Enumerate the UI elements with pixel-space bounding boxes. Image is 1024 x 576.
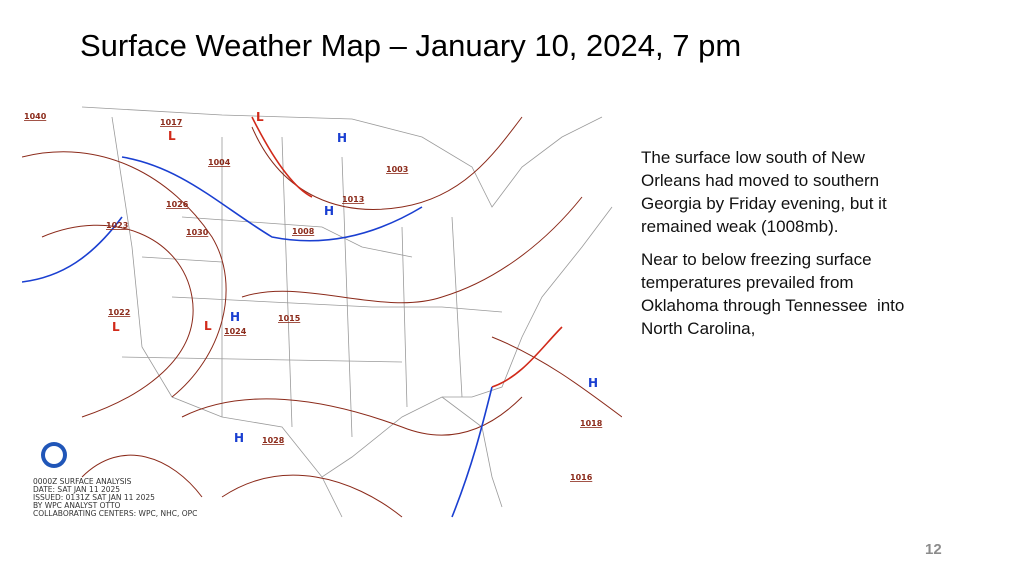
isobar-label: 1016 [570,473,593,482]
noaa-logo-inner [45,446,63,464]
isobar-label: 1008 [292,227,315,236]
pressure-center: H [588,376,598,390]
text-line: Oklahoma through Tennessee into [641,296,905,315]
text-line: Orleans had moved to southern [641,171,880,190]
paragraph: Near to below freezing surface temperatur… [641,248,1011,340]
slide-title: Surface Weather Map – January 10, 2024, … [80,28,742,63]
pressure-center: L [112,320,120,334]
isobar-label: 1003 [386,165,408,174]
isobar-label: 1026 [166,200,189,209]
map-caption: ISSUED: 0131Z SAT JAN 11 2025 [33,493,155,502]
map-caption: 0000Z SURFACE ANALYSIS [33,477,132,486]
text-line: Near to below freezing surface [641,250,872,269]
isobar-label: 1022 [108,308,130,317]
fronts [22,116,563,518]
text-line: temperatures prevailed from [641,273,854,292]
isobar-label: 1004 [208,158,231,167]
text-line: North Carolina, [641,319,756,338]
text-line: Georgia by Friday evening, but it [641,194,887,213]
text-line: remained weak (1008mb). [641,217,839,236]
map-caption: BY WPC ANALYST OTTO [33,501,121,510]
isobar-label: 1024 [224,327,247,336]
map-caption: DATE: SAT JAN 11 2025 [33,485,120,494]
text-line: The surface low south of New [641,148,865,167]
paragraph: The surface low south of New Orleans had … [641,146,1011,238]
isobar-label: 1015 [278,314,301,323]
pressure-center: L [204,319,212,333]
isobars [22,116,622,518]
map-caption: COLLABORATING CENTERS: WPC, NHC, OPC [33,509,197,518]
pressure-center: L [168,129,176,143]
pressure-center: H [230,310,240,324]
slide-body: The surface low south of New Orleans had … [641,146,1011,350]
isobar-label: 1017 [160,118,182,127]
isobar-label: 1040 [24,112,47,121]
isobar-label: 1028 [262,436,285,445]
pressure-center: H [324,204,334,218]
pressure-center: H [337,131,347,145]
borders [81,106,613,518]
isobar-label: 1013 [342,195,364,204]
isobar-label: 1018 [580,419,603,428]
weather-map: 1040 1017 1004 1026 1030 1023 1022 1013 1003 1008… [22,97,622,521]
isobar-label: 1023 [106,221,128,230]
isobar-label: 1030 [186,228,209,237]
pressure-center: L [256,110,264,124]
pressure-center: H [234,431,244,445]
page-number: 12 [925,541,942,558]
